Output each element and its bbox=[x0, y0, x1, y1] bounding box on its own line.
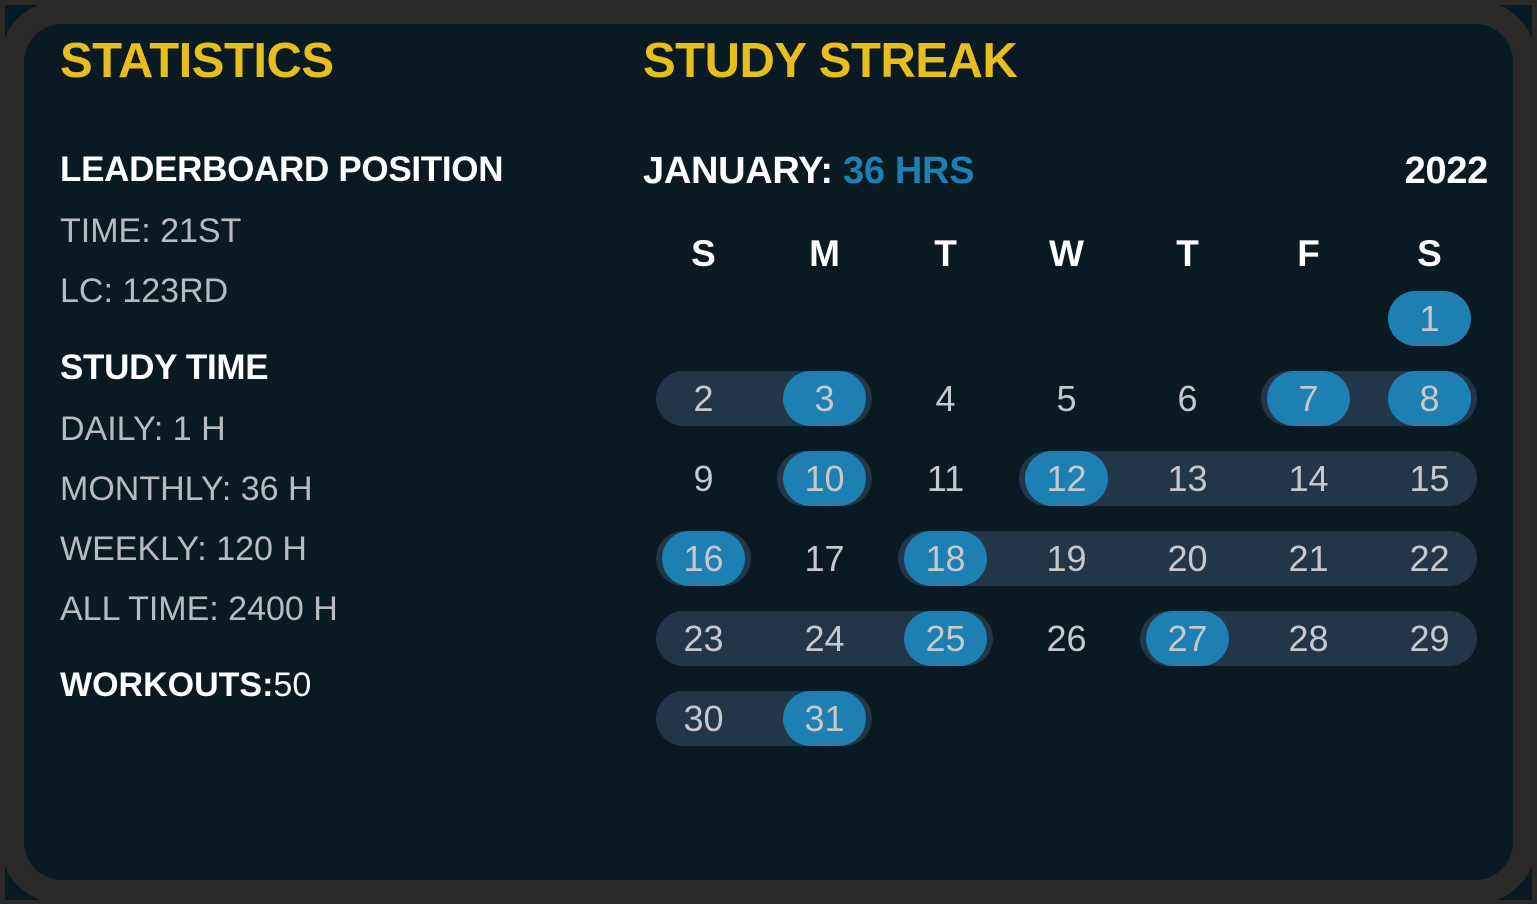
statistics-column: STATISTICS LEADERBOARD POSITION TIME: 21… bbox=[60, 34, 620, 703]
calendar-day-18[interactable]: 18 bbox=[904, 531, 987, 586]
stats-card: STATISTICS LEADERBOARD POSITION TIME: 21… bbox=[18, 5, 1519, 900]
streak-range-band bbox=[898, 531, 1477, 586]
weekday-header-5: F bbox=[1297, 232, 1320, 274]
calendar-day-28[interactable]: 28 bbox=[1288, 617, 1329, 659]
calendar-day-13[interactable]: 13 bbox=[1167, 457, 1208, 499]
calendar-week-row: 30 31 bbox=[643, 678, 1490, 758]
calendar-day-15[interactable]: 15 bbox=[1409, 457, 1450, 499]
calendar-week-row: 9 10 11 12 13 14 15 bbox=[643, 438, 1490, 518]
calendar-month-label: JANUARY: bbox=[643, 150, 833, 192]
weekday-header-1: M bbox=[809, 232, 840, 274]
study-streak-title: STUDY STREAK bbox=[643, 34, 1018, 88]
calendar-day-20[interactable]: 20 bbox=[1167, 537, 1208, 579]
calendar-day-9[interactable]: 9 bbox=[693, 457, 714, 499]
weekday-header-3: W bbox=[1049, 232, 1084, 274]
leaderboard-time-rank: TIME: 21ST bbox=[60, 212, 242, 250]
calendar-day-7[interactable]: 7 bbox=[1267, 371, 1350, 426]
calendar-week-row: 1 bbox=[643, 278, 1490, 358]
calendar-day-16[interactable]: 16 bbox=[662, 531, 745, 586]
leaderboard-position-heading: LEADERBOARD POSITION bbox=[60, 150, 504, 189]
calendar-day-19[interactable]: 19 bbox=[1046, 537, 1087, 579]
workouts-value: 50 bbox=[273, 666, 312, 704]
weekday-header-2: T bbox=[934, 232, 957, 274]
calendar-day-5[interactable]: 5 bbox=[1056, 377, 1077, 419]
calendar-day-23[interactable]: 23 bbox=[683, 617, 724, 659]
calendar-day-26[interactable]: 26 bbox=[1046, 617, 1087, 659]
calendar-day-11[interactable]: 11 bbox=[926, 457, 965, 499]
calendar-day-30[interactable]: 30 bbox=[683, 697, 724, 739]
study-time-monthly: MONTHLY: 36 H bbox=[60, 470, 313, 508]
calendar-day-29[interactable]: 29 bbox=[1409, 617, 1450, 659]
calendar-body: 1 2 3 4 5 6 7 8 9 10 11 12 13 14 15 16 17 18 19 20 21 22 23 24 2… bbox=[643, 278, 1488, 758]
calendar-day-14[interactable]: 14 bbox=[1288, 457, 1329, 499]
calendar-day-1[interactable]: 1 bbox=[1388, 291, 1471, 346]
calendar-day-10[interactable]: 10 bbox=[783, 451, 866, 506]
calendar-day-4[interactable]: 4 bbox=[935, 377, 956, 419]
calendar-month-summary: JANUARY: 36 HRS bbox=[643, 150, 975, 192]
calendar-day-22[interactable]: 22 bbox=[1409, 537, 1450, 579]
calendar-day-12[interactable]: 12 bbox=[1025, 451, 1108, 506]
weekday-header-0: S bbox=[691, 232, 716, 274]
workouts-label: WORKOUTS: bbox=[60, 666, 274, 704]
calendar-day-6[interactable]: 6 bbox=[1177, 377, 1198, 419]
study-time-daily: DAILY: 1 H bbox=[60, 410, 226, 448]
calendar-week-row: 16 17 18 19 20 21 22 bbox=[643, 518, 1490, 598]
calendar-day-2[interactable]: 2 bbox=[693, 377, 714, 419]
study-time-heading: STUDY TIME bbox=[60, 348, 269, 387]
calendar-week-row: 23 24 25 26 27 28 29 bbox=[643, 598, 1490, 678]
calendar-day-17[interactable]: 17 bbox=[804, 537, 845, 579]
statistics-title: STATISTICS bbox=[60, 34, 334, 88]
calendar-day-31[interactable]: 31 bbox=[783, 691, 866, 746]
calendar-day-25[interactable]: 25 bbox=[904, 611, 987, 666]
calendar-header: JANUARY: 36 HRS 2022 bbox=[643, 152, 1488, 196]
calendar-month-hours: 36 HRS bbox=[842, 150, 975, 192]
study-time-all-time: ALL TIME: 2400 H bbox=[60, 590, 338, 628]
weekday-header-4: T bbox=[1176, 232, 1199, 274]
workouts-row: WORKOUTS:50 bbox=[60, 668, 620, 702]
leaderboard-lc-rank: LC: 123RD bbox=[60, 272, 229, 310]
calendar-year: 2022 bbox=[1404, 150, 1489, 192]
calendar-day-24[interactable]: 24 bbox=[804, 617, 845, 659]
weekday-header-6: S bbox=[1417, 232, 1442, 274]
calendar-day-21[interactable]: 21 bbox=[1288, 537, 1329, 579]
calendar-day-8[interactable]: 8 bbox=[1388, 371, 1471, 426]
study-time-weekly: WEEKLY: 120 H bbox=[60, 530, 307, 568]
calendar-day-27[interactable]: 27 bbox=[1146, 611, 1229, 666]
calendar-day-3[interactable]: 3 bbox=[783, 371, 866, 426]
